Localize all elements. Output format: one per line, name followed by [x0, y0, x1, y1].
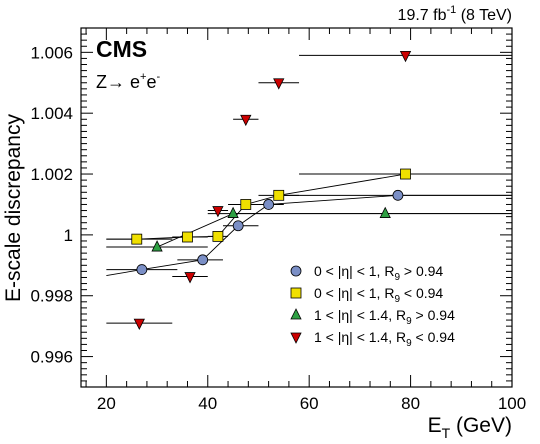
- data-point: [263, 199, 275, 210]
- data-point: [240, 199, 252, 210]
- data-point: [151, 240, 163, 252]
- plot-frame: [80, 27, 513, 388]
- x-tick-label: 100: [498, 394, 526, 413]
- data-markers: [131, 50, 412, 331]
- y-tick-label: 1.002: [30, 165, 73, 184]
- data-point: [133, 318, 145, 331]
- data-point: [182, 231, 193, 243]
- data-point: [131, 233, 143, 245]
- data-point: [227, 206, 239, 218]
- legend-label: 1 < |η| < 1.4, R9 > 0.94: [314, 307, 455, 327]
- y-tick-label: 1.006: [30, 43, 73, 62]
- legend-marker: [290, 308, 302, 320]
- data-point: [273, 78, 285, 90]
- experiment-label: CMS: [96, 36, 147, 62]
- legend-label: 0 < |η| < 1, R9 > 0.94: [314, 263, 443, 283]
- x-tick-label: 40: [198, 394, 217, 413]
- legend-marker: [290, 287, 302, 299]
- data-point: [184, 272, 196, 284]
- series-2-curve: [106, 213, 512, 248]
- error-bars: [106, 54, 512, 324]
- legend-marker: [290, 332, 302, 344]
- series-0-curve: [106, 194, 512, 277]
- y-tick-label: 1.004: [30, 104, 73, 123]
- legend-label: 0 < |η| < 1, R9 < 0.94: [314, 285, 443, 305]
- data-point: [392, 189, 404, 201]
- data-point: [197, 254, 209, 266]
- y-tick-label: 0.996: [30, 348, 73, 367]
- data-point: [399, 50, 412, 63]
- series-1-curve: [106, 173, 512, 240]
- legend-label: 1 < |η| < 1.4, R9 < 0.94: [314, 329, 455, 349]
- data-point: [212, 231, 224, 242]
- axes: 20 40 60 80 100 0.996 0.998 1 1.002 1.004 1.006: [30, 27, 526, 413]
- x-tick-label: 60: [300, 394, 319, 413]
- y-tick-label: 1: [64, 226, 73, 245]
- data-point: [212, 206, 224, 218]
- y-tick-label: 0.998: [30, 287, 73, 306]
- data-point: [240, 114, 252, 127]
- data-point: [136, 264, 148, 275]
- legend: 0 < |η| < 1, R9 > 0.940 < |η| < 1, R9 < …: [290, 263, 455, 349]
- legend-marker: [290, 265, 302, 277]
- x-tick-label: 20: [97, 394, 116, 413]
- x-tick-label: 80: [401, 394, 420, 413]
- process-label: Z→ e+e-: [96, 71, 160, 92]
- data-point: [232, 220, 244, 232]
- connecting-lines: [106, 173, 512, 277]
- data-point: [400, 168, 411, 180]
- y-axis-title: E-scale discrepancy: [2, 114, 25, 302]
- x-axis-title: ET (GeV): [428, 414, 512, 441]
- data-point: [273, 189, 285, 201]
- lumi-label: 19.7 fb-1 (8 TeV): [398, 4, 512, 24]
- data-point: [379, 206, 391, 218]
